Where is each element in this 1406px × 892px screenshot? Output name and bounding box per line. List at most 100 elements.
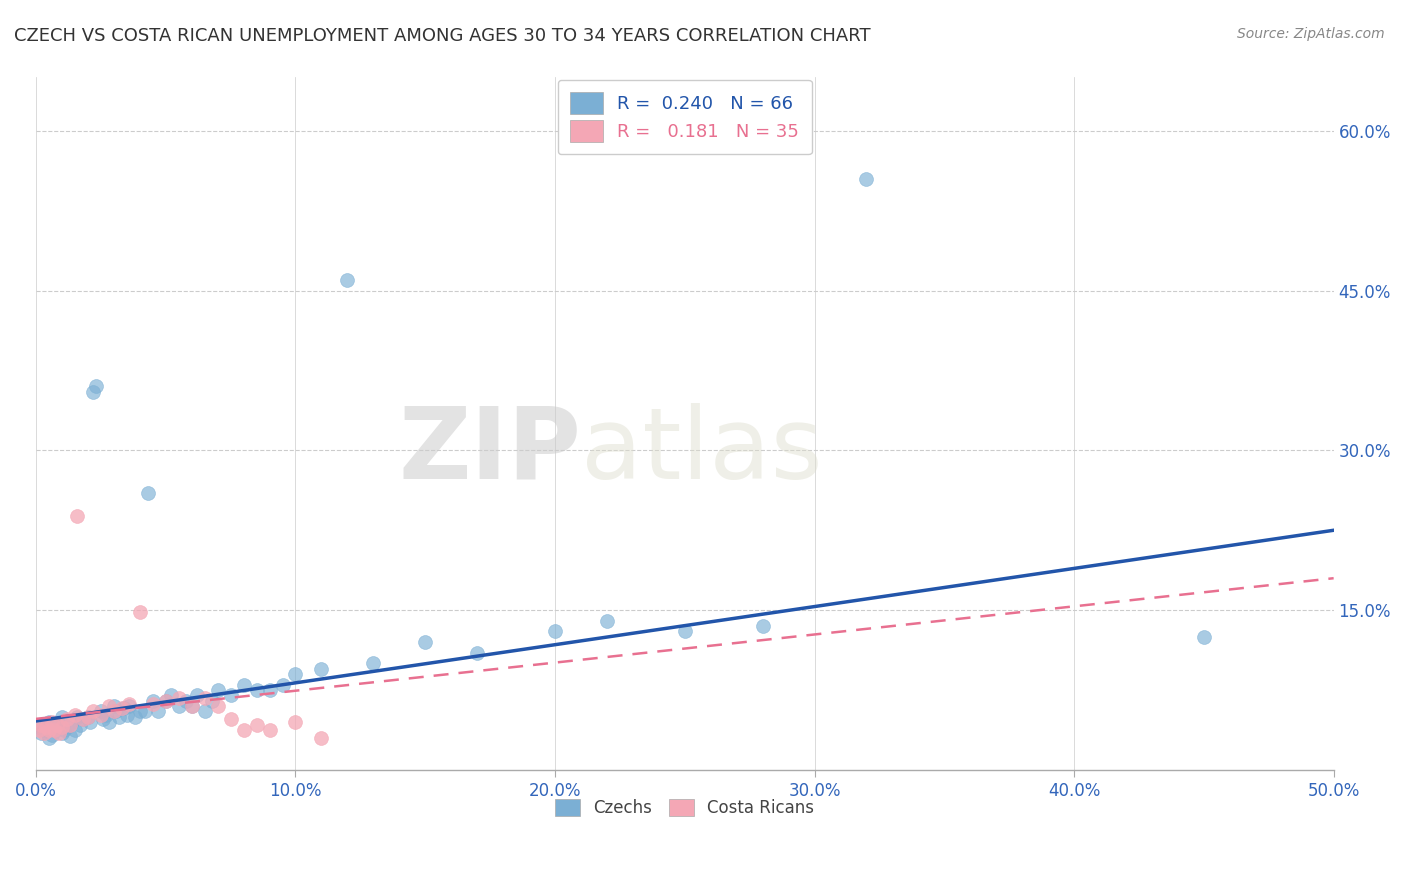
Point (413, 635, 436, 649)
Point (30, 725, 52, 739)
Point (76, 710, 98, 724)
Point (32, 723, 55, 737)
Point (167, 690, 190, 705)
Point (66, 509, 89, 524)
Point (51, 720, 73, 734)
Point (48, 717, 70, 731)
Point (41, 728, 63, 742)
Point (59, 729, 82, 743)
Point (142, 697, 165, 711)
Point (66, 710, 89, 724)
Point (93, 712, 115, 726)
Point (56, 712, 79, 726)
Point (180, 699, 202, 714)
Point (84, 379, 107, 393)
Point (97, 714, 120, 729)
Point (160, 689, 183, 703)
Point (90, 705, 112, 719)
Point (42, 723, 65, 737)
Point (32, 725, 55, 739)
Point (103, 705, 125, 719)
Legend: Czechs, Costa Ricans: Czechs, Costa Ricans (548, 792, 821, 824)
Text: ZIP: ZIP (398, 403, 581, 500)
Point (38, 714, 60, 729)
Point (128, 605, 150, 619)
Point (112, 701, 135, 715)
Point (60, 714, 83, 729)
Point (51, 710, 73, 724)
Point (465, 646, 488, 660)
Point (128, 705, 150, 719)
Point (596, 614, 619, 628)
Point (544, 624, 567, 639)
Point (41, 714, 63, 729)
Point (48, 725, 70, 739)
Point (94, 707, 117, 722)
Point (259, 723, 281, 737)
Point (69, 718, 91, 732)
Point (42, 723, 65, 737)
Point (136, 486, 159, 500)
Point (82, 705, 104, 719)
Point (219, 712, 242, 726)
Point (90, 707, 112, 722)
Point (35, 720, 58, 734)
Point (673, 624, 696, 639)
Point (232, 678, 254, 692)
Point (363, 657, 385, 671)
Point (53, 723, 76, 737)
Point (207, 699, 229, 714)
Point (103, 699, 125, 714)
Point (284, 667, 307, 681)
Point (232, 723, 254, 737)
Point (118, 699, 141, 714)
Point (1192, 630, 1215, 644)
Point (72, 712, 94, 726)
Point (284, 714, 307, 729)
Point (311, 731, 333, 745)
Point (855, 171, 877, 186)
Point (194, 705, 217, 719)
Point (59, 718, 82, 732)
Point (259, 683, 281, 698)
Point (115, 707, 138, 722)
Point (35, 718, 58, 732)
Text: CZECH VS COSTA RICAN UNEMPLOYMENT AMONG AGES 30 TO 34 YEARS CORRELATION CHART: CZECH VS COSTA RICAN UNEMPLOYMENT AMONG … (14, 27, 870, 45)
Point (27, 720, 49, 734)
Point (27, 723, 49, 737)
Point (82, 384, 104, 399)
Point (245, 718, 267, 732)
Point (38, 731, 60, 745)
Point (134, 705, 156, 719)
Point (38, 723, 60, 737)
Point (245, 683, 267, 698)
Point (219, 689, 242, 703)
Point (110, 701, 132, 715)
Point (63, 707, 86, 722)
Point (45, 720, 67, 734)
Point (118, 697, 141, 711)
Point (124, 710, 146, 724)
Point (336, 273, 359, 287)
Point (167, 699, 190, 714)
Point (271, 678, 294, 692)
Point (751, 619, 773, 633)
Point (97, 699, 120, 714)
Point (311, 662, 333, 676)
Point (146, 705, 169, 719)
Point (155, 694, 177, 708)
Point (186, 689, 208, 703)
Point (72, 712, 94, 726)
Point (155, 694, 177, 708)
Point (142, 694, 165, 708)
Point (180, 699, 202, 714)
Point (201, 694, 224, 708)
Point (194, 690, 217, 705)
Text: atlas: atlas (581, 403, 823, 500)
Point (79, 714, 101, 729)
Point (63, 723, 86, 737)
Text: Source: ZipAtlas.com: Source: ZipAtlas.com (1237, 27, 1385, 41)
Point (45, 718, 67, 732)
Point (30, 718, 52, 732)
Point (207, 683, 229, 698)
